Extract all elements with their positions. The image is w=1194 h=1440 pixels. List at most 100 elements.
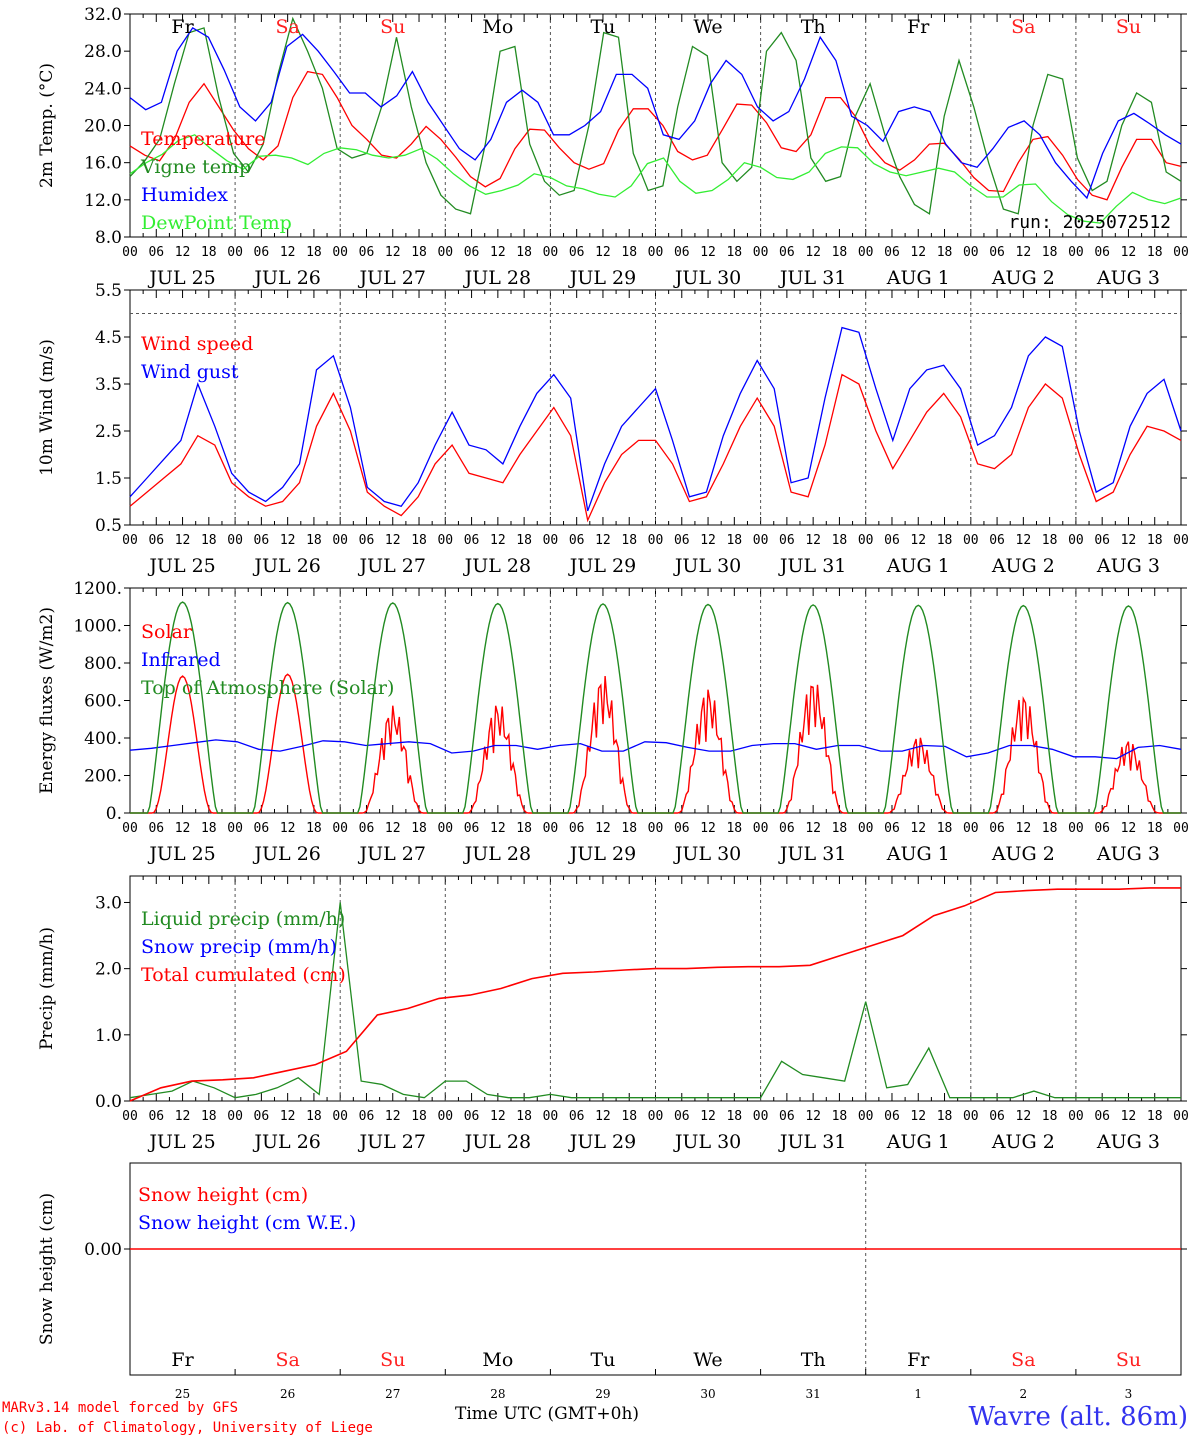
weekday-label-bottom: Tu	[590, 1349, 615, 1371]
date-label: AUG 2	[991, 843, 1055, 865]
weekday-label-top: Sa	[1011, 16, 1035, 38]
date-label: JUL 25	[147, 843, 215, 865]
hour-label: 00	[437, 533, 453, 548]
hour-label: 06	[674, 1109, 690, 1124]
hour-label: 06	[464, 245, 480, 260]
hour-label: 06	[359, 1109, 375, 1124]
date-label: AUG 3	[1096, 267, 1160, 289]
hour-label: 00	[1173, 245, 1189, 260]
legend-entry: Snow height (cm)	[138, 1184, 308, 1206]
legend-entry: Infrared	[141, 649, 221, 671]
series-infrared	[129, 739, 1182, 760]
day-number-label: 27	[385, 1387, 400, 1401]
date-label: AUG 1	[886, 555, 950, 577]
date-label: AUG 3	[1096, 1131, 1160, 1153]
date-label: JUL 31	[778, 1131, 846, 1153]
hour-label: 12	[1016, 533, 1032, 548]
weekday-label-bottom: Su	[380, 1349, 405, 1371]
date-label: JUL 26	[252, 555, 320, 577]
hour-label: 00	[122, 245, 138, 260]
date-label: JUL 25	[147, 267, 215, 289]
hour-label: 06	[1094, 1109, 1110, 1124]
y-tick-label: 0.0	[95, 1092, 122, 1112]
date-label: JUL 30	[673, 267, 741, 289]
hour-label: 18	[306, 533, 322, 548]
hour-label: 06	[464, 821, 480, 836]
date-label: JUL 27	[358, 555, 426, 577]
hour-label: 00	[1173, 821, 1189, 836]
hour-label: 00	[858, 245, 874, 260]
hour-label: 00	[437, 821, 453, 836]
weekday-label-bottom: Su	[1116, 1349, 1141, 1371]
hour-label: 06	[779, 821, 795, 836]
y-tick-label: 24.0	[84, 79, 122, 99]
hour-label: 00	[753, 533, 769, 548]
legend-entry: Liquid precip (mm/h)	[141, 908, 345, 930]
weekday-label-bottom: We	[693, 1349, 722, 1371]
weekday-label-top: Su	[1116, 16, 1141, 38]
hour-label: 06	[254, 1109, 270, 1124]
date-label: JUL 25	[147, 555, 215, 577]
hour-label: 18	[201, 1109, 217, 1124]
hour-label: 00	[963, 533, 979, 548]
hour-label: 00	[543, 245, 559, 260]
hour-label: 18	[516, 821, 532, 836]
hour-label: 12	[595, 821, 611, 836]
hour-label: 12	[1121, 533, 1137, 548]
hour-label: 12	[595, 1109, 611, 1124]
hour-label: 00	[648, 245, 664, 260]
date-label: AUG 3	[1096, 555, 1160, 577]
date-label: JUL 27	[358, 1131, 426, 1153]
hour-label: 06	[569, 245, 585, 260]
hour-label: 06	[254, 245, 270, 260]
y-tick-label: 1.5	[95, 469, 122, 489]
y-tick-label: 32.0	[84, 5, 122, 25]
day-number-label: 25	[175, 1387, 190, 1401]
y-tick-label: 20.0	[84, 117, 122, 137]
hour-label: 18	[621, 533, 637, 548]
hour-label: 06	[1094, 533, 1110, 548]
panel-5	[129, 1162, 1182, 1376]
run-annotation: run: 2025072512	[1008, 212, 1171, 233]
y-tick-label: 600.	[84, 692, 122, 712]
time-axis-label: Time UTC (GMT+0h)	[455, 1404, 640, 1424]
hour-label: 12	[490, 1109, 506, 1124]
hour-label: 00	[648, 1109, 664, 1124]
y-tick-label: 2.0	[95, 960, 122, 980]
hour-label: 12	[595, 533, 611, 548]
hour-label: 00	[227, 1109, 243, 1124]
hour-label: 06	[779, 1109, 795, 1124]
weekday-label-top: We	[693, 16, 722, 38]
hour-label: 06	[148, 1109, 164, 1124]
weekday-label-bottom: Fr	[907, 1349, 930, 1371]
hour-label: 06	[464, 1109, 480, 1124]
hour-label: 18	[726, 1109, 742, 1124]
hour-label: 18	[1147, 821, 1163, 836]
hour-label: 12	[490, 245, 506, 260]
hour-label: 06	[254, 821, 270, 836]
weekday-label-top: Su	[380, 16, 405, 38]
hour-label: 00	[753, 245, 769, 260]
hour-label: 18	[411, 245, 427, 260]
date-label: JUL 29	[568, 555, 636, 577]
hour-label: 18	[621, 245, 637, 260]
y-tick-label: 0.	[106, 804, 122, 824]
y-tick-label: 2.5	[95, 422, 122, 442]
hour-label: 12	[1121, 245, 1137, 260]
hour-label: 12	[490, 533, 506, 548]
hour-label: 00	[963, 821, 979, 836]
hour-label: 06	[569, 821, 585, 836]
legend-entry: Top of Atmosphere (Solar)	[141, 677, 394, 699]
hour-label: 00	[543, 533, 559, 548]
date-label: AUG 3	[1096, 843, 1160, 865]
hour-label: 06	[569, 533, 585, 548]
hour-label: 00	[1173, 1109, 1189, 1124]
hour-label: 06	[1094, 821, 1110, 836]
hour-label: 06	[674, 245, 690, 260]
hour-label: 18	[726, 821, 742, 836]
hour-label: 18	[516, 245, 532, 260]
y-tick-label: 200.	[84, 767, 122, 787]
hour-label: 12	[910, 821, 926, 836]
hour-label: 00	[332, 821, 348, 836]
hour-label: 00	[753, 821, 769, 836]
